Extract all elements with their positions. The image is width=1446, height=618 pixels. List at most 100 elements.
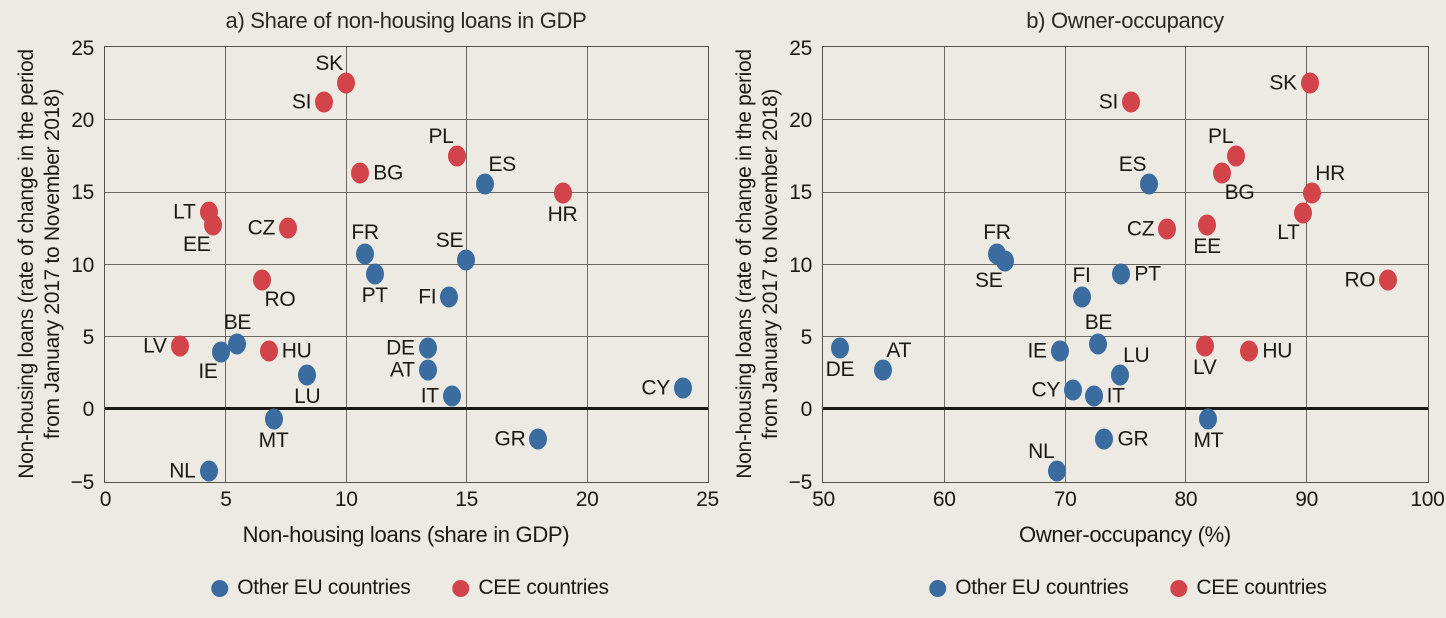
data-point-SI <box>1122 91 1141 113</box>
data-point-label-LV: LV <box>1192 356 1217 380</box>
data-point-label-CZ: CZ <box>247 216 276 240</box>
data-point-label-NL: NL <box>169 459 196 483</box>
x-tick-label: 20 <box>575 488 599 511</box>
data-point-CY <box>673 377 692 399</box>
y-tick-label: 15 <box>789 181 812 205</box>
y-tick-label: 0 <box>800 398 813 422</box>
data-point-label-LT: LT <box>173 200 196 224</box>
data-point-BE <box>228 333 247 355</box>
data-point-MT <box>264 408 283 430</box>
legend-label-other-eu: Other EU countries <box>955 576 1129 599</box>
gridline-horizontal <box>823 119 1428 121</box>
data-point-BG <box>351 162 370 184</box>
panel-b-title: b) Owner-occupancy <box>1026 8 1224 33</box>
gridline-horizontal <box>823 191 1428 193</box>
data-point-label-PT: PT <box>361 284 389 308</box>
data-point-label-FI: FI <box>418 285 437 309</box>
data-point-AT <box>418 359 437 381</box>
data-point-label-SI: SI <box>291 90 312 114</box>
x-tick-label: 90 <box>1295 488 1319 511</box>
data-point-label-AT: AT <box>886 338 912 362</box>
data-point-IT <box>442 385 461 407</box>
data-point-label-MT: MT <box>258 428 289 452</box>
data-point-GR <box>529 428 548 450</box>
data-point-label-GR: GR <box>1117 427 1149 451</box>
data-point-label-MT: MT <box>1193 428 1224 452</box>
legend-dot-cee-icon <box>1170 579 1188 597</box>
data-point-CY <box>1064 379 1083 401</box>
data-point-label-BE: BE <box>223 310 252 334</box>
x-tick-label: 50 <box>812 488 835 511</box>
y-tick-label: 5 <box>82 325 95 349</box>
data-point-label-SI: SI <box>1098 90 1119 114</box>
data-point-label-FR: FR <box>983 220 1011 244</box>
data-point-label-IE: IE <box>1027 339 1048 363</box>
panel-b-legend: Other EU countries CEE countries <box>929 576 1327 600</box>
x-tick-label: 10 <box>334 488 358 511</box>
data-point-label-SK: SK <box>1269 71 1297 95</box>
data-point-label-DE: DE <box>386 336 415 360</box>
y-tick-label: 5 <box>800 325 813 349</box>
data-point-label-LT: LT <box>1277 221 1300 245</box>
data-point-label-HR: HR <box>1315 162 1345 186</box>
data-point-IE <box>211 341 230 363</box>
data-point-label-LV: LV <box>143 334 167 358</box>
legend-item-cee: CEE countries <box>1170 576 1327 600</box>
y-tick-label: 10 <box>71 253 94 277</box>
data-point-LV <box>170 335 189 357</box>
x-tick-label: 25 <box>696 488 719 511</box>
y-tick-label: 20 <box>71 108 94 132</box>
data-point-label-NL: NL <box>1028 439 1055 463</box>
data-point-EE <box>204 214 223 236</box>
legend-label-cee: CEE countries <box>478 576 609 599</box>
data-point-IT <box>1084 385 1103 407</box>
data-point-label-RO: RO <box>264 287 296 311</box>
data-point-IE <box>1050 340 1069 362</box>
y-axis-label-line-1: Non-housing loans (rate of change in the… <box>733 49 756 479</box>
data-point-label-HR: HR <box>547 203 578 227</box>
data-point-CZ <box>279 217 297 239</box>
data-point-DE <box>830 337 849 359</box>
x-tick-label: 5 <box>220 488 232 511</box>
data-point-label-BG: BG <box>1224 180 1255 204</box>
data-point-PT <box>365 263 384 285</box>
data-point-label-PL: PL <box>428 124 454 148</box>
data-point-CZ <box>1158 218 1177 240</box>
x-tick-label: 100 <box>1410 488 1445 511</box>
y-tick-label: 15 <box>71 181 94 205</box>
y-tick-label: −5 <box>788 470 813 494</box>
data-point-NL <box>199 460 218 482</box>
gridline-horizontal <box>105 336 708 338</box>
panel-a-plot-area: SK SI PL BG ES HR LT EE CZ FR SE PT RO FI BE LV DE HU IE AT… <box>104 46 709 483</box>
data-point-label-BE: BE <box>1084 310 1113 334</box>
panel-a-title: a) Share of non-housing loans in GDP <box>225 8 587 33</box>
legend-label-other-eu: Other EU countries <box>237 576 411 599</box>
legend-item-other-eu: Other EU countries <box>929 576 1129 600</box>
data-point-label-EE: EE <box>1193 234 1221 258</box>
data-point-label-LU: LU <box>1123 344 1150 368</box>
data-point-SK <box>1300 72 1319 94</box>
zero-line <box>823 407 1428 411</box>
data-point-HR <box>1303 182 1322 204</box>
x-tick-label: 0 <box>99 488 112 511</box>
data-point-HU <box>259 340 278 362</box>
data-point-PT <box>1112 263 1131 285</box>
gridline-horizontal <box>105 119 708 121</box>
y-tick-label: 20 <box>789 108 812 132</box>
data-point-SE <box>457 249 476 271</box>
x-tick-label: 60 <box>932 488 956 511</box>
x-tick-label: 15 <box>455 488 479 511</box>
data-point-PL <box>1227 145 1246 166</box>
data-point-RO <box>252 269 271 291</box>
x-tick-label: 70 <box>1053 488 1077 511</box>
data-point-label-IE: IE <box>198 360 218 384</box>
panel-b-plot-area: SK SI PL BG ES HR LT EE CZ FR SE PT RO FI BE LV DE HU IE AT… <box>822 46 1429 483</box>
gridline-horizontal <box>105 264 708 265</box>
x-tick-label: 80 <box>1174 488 1198 511</box>
data-point-HU <box>1240 340 1259 362</box>
panel-a-legend: Other EU countries CEE countries <box>211 576 609 600</box>
y-tick-label: 25 <box>71 36 94 60</box>
data-point-label-PT: PT <box>1134 262 1161 286</box>
data-point-label-SE: SE <box>435 228 464 252</box>
